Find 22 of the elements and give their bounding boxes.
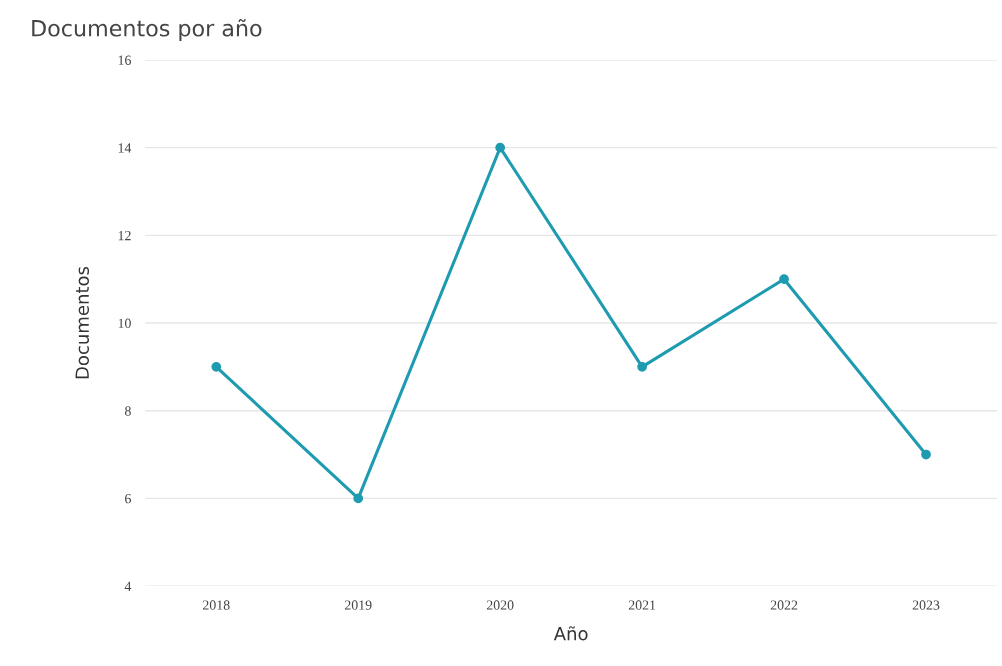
x-tick-label: 2023 [912,600,940,610]
point [637,361,647,372]
point [353,493,364,504]
y-tick-label: 6 [125,494,131,504]
x-tick-label: 2022 [770,600,798,610]
x-tick-label: 2021 [628,600,656,610]
point [921,449,931,460]
x-tick-label: 2019 [344,600,372,610]
y-tick-label: 14 [118,143,132,153]
point [495,142,506,153]
y-axis-title: Documentos [75,266,90,379]
chart-title: Documentos por año [32,19,262,41]
x-tick-label: 2020 [486,600,514,610]
y-tick-label: 16 [118,55,131,65]
point [211,361,222,372]
x-axis-title: Año [553,626,588,641]
x-tick-label: 2018 [202,600,230,610]
y-tick-label: 8 [124,406,131,416]
point [779,274,789,285]
y-tick-label: 4 [124,581,132,591]
y-tick-label: 10 [118,318,131,328]
y-tick-label: 12 [118,230,131,241]
